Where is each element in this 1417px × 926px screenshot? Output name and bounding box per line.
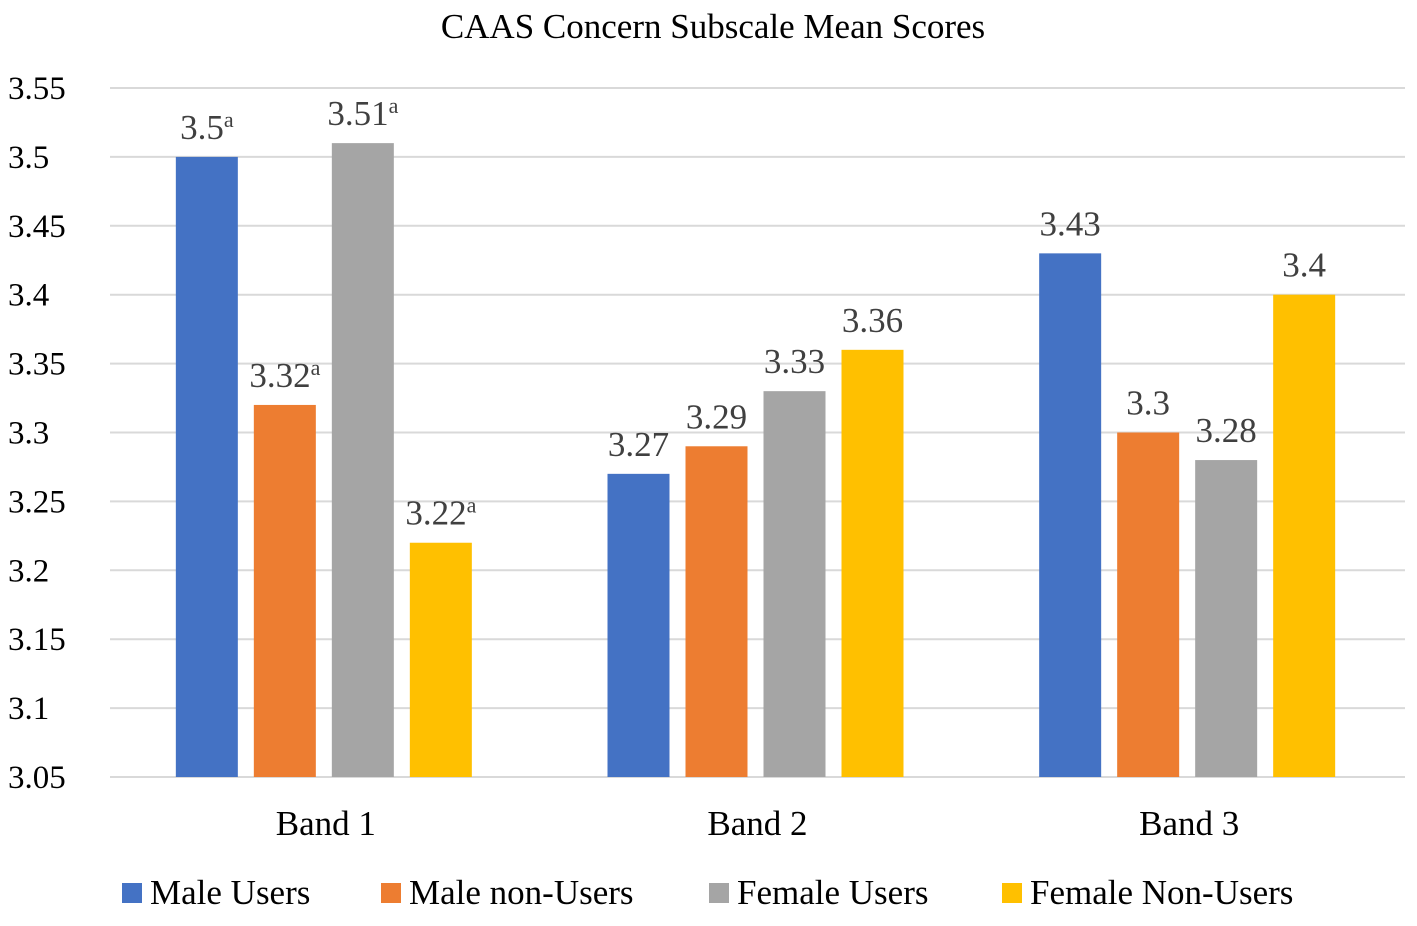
data-label: 3.33 — [764, 342, 825, 381]
data-label-value: 3.43 — [1040, 204, 1101, 243]
legend-label: Male Users — [150, 873, 310, 912]
bar — [685, 446, 748, 777]
bar — [1273, 294, 1336, 777]
data-label: 3.43 — [1040, 204, 1101, 243]
y-tick-label: 3.5 — [8, 140, 49, 176]
legend-item: Male non-Users — [381, 873, 634, 912]
legend-label: Female Users — [737, 873, 928, 912]
bar — [607, 473, 670, 777]
y-tick-label: 3.4 — [8, 278, 49, 314]
data-label-value: 3.3 — [1126, 384, 1170, 423]
bar — [253, 404, 316, 777]
bar — [175, 156, 238, 777]
category-label: Band 2 — [707, 804, 807, 843]
data-label-value: 3.29 — [686, 397, 747, 436]
chart-title: CAAS Concern Subscale Mean Scores — [441, 7, 985, 46]
data-label-superscript: a — [224, 107, 234, 132]
data-label-value: 3.28 — [1196, 411, 1257, 450]
legend-item: Female Users — [709, 873, 928, 912]
bar — [1039, 253, 1102, 778]
y-tick-label: 3.55 — [8, 71, 66, 107]
data-label: 3.51a — [327, 93, 398, 133]
data-label-value: 3.33 — [764, 342, 825, 381]
data-label-value: 3.32 — [249, 356, 310, 395]
data-label-value: 3.4 — [1282, 246, 1326, 285]
y-tick-label: 3.15 — [8, 622, 66, 658]
data-label: 3.32a — [249, 355, 320, 395]
data-label: 3.5a — [180, 107, 234, 147]
category-label: Band 1 — [276, 804, 376, 843]
legend-item: Female Non-Users — [1002, 873, 1293, 912]
bar — [409, 542, 472, 777]
data-label-value: 3.27 — [608, 425, 669, 464]
y-tick-label: 3.35 — [8, 347, 66, 383]
y-tick-label: 3.1 — [8, 691, 49, 727]
data-label-value: 3.5 — [180, 108, 224, 147]
legend-label: Female Non-Users — [1030, 873, 1293, 912]
category-label: Band 3 — [1139, 804, 1239, 843]
legend: Male Users Male non-Users Female Users Fema… — [122, 873, 1293, 912]
data-label-value: 3.22 — [405, 494, 466, 533]
data-label-superscript: a — [311, 355, 321, 380]
data-label-value: 3.36 — [842, 301, 903, 340]
data-label: 3.3 — [1126, 384, 1170, 423]
legend-swatch — [381, 883, 401, 903]
legend-swatch — [122, 883, 142, 903]
legend-swatch — [709, 883, 729, 903]
bar — [841, 349, 904, 777]
x-axis-category-labels: Band 1 Band 2 Band 3 — [276, 804, 1239, 843]
data-label: 3.36 — [842, 301, 903, 340]
bars — [175, 143, 1336, 778]
bar — [331, 143, 394, 777]
data-label-value: 3.51 — [327, 94, 388, 133]
data-label-superscript: a — [389, 93, 399, 118]
y-tick-label: 3.25 — [8, 484, 66, 520]
y-axis-tick-labels: 3.05 3.1 3.15 3.2 3.25 3.3 3.35 3.4 3.45 3.5 3.55 — [8, 71, 66, 796]
data-label: 3.29 — [686, 397, 747, 436]
y-tick-label: 3.05 — [8, 760, 66, 796]
legend-item: Male Users — [122, 873, 310, 912]
bar — [1195, 460, 1258, 777]
bar — [1117, 432, 1180, 777]
y-tick-label: 3.2 — [8, 553, 49, 589]
bar — [763, 391, 826, 777]
data-label: 3.4 — [1282, 246, 1326, 285]
y-tick-label: 3.45 — [8, 209, 66, 245]
y-tick-label: 3.3 — [8, 416, 49, 452]
legend-swatch — [1002, 883, 1022, 903]
gridlines — [110, 87, 1405, 778]
legend-label: Male non-Users — [409, 873, 634, 912]
data-label: 3.27 — [608, 425, 669, 464]
data-labels: 3.5a3.32a3.51a3.22a3.273.293.333.363.433… — [180, 93, 1326, 533]
data-label: 3.22a — [405, 493, 476, 533]
data-label: 3.28 — [1196, 411, 1257, 450]
data-label-superscript: a — [467, 493, 477, 518]
